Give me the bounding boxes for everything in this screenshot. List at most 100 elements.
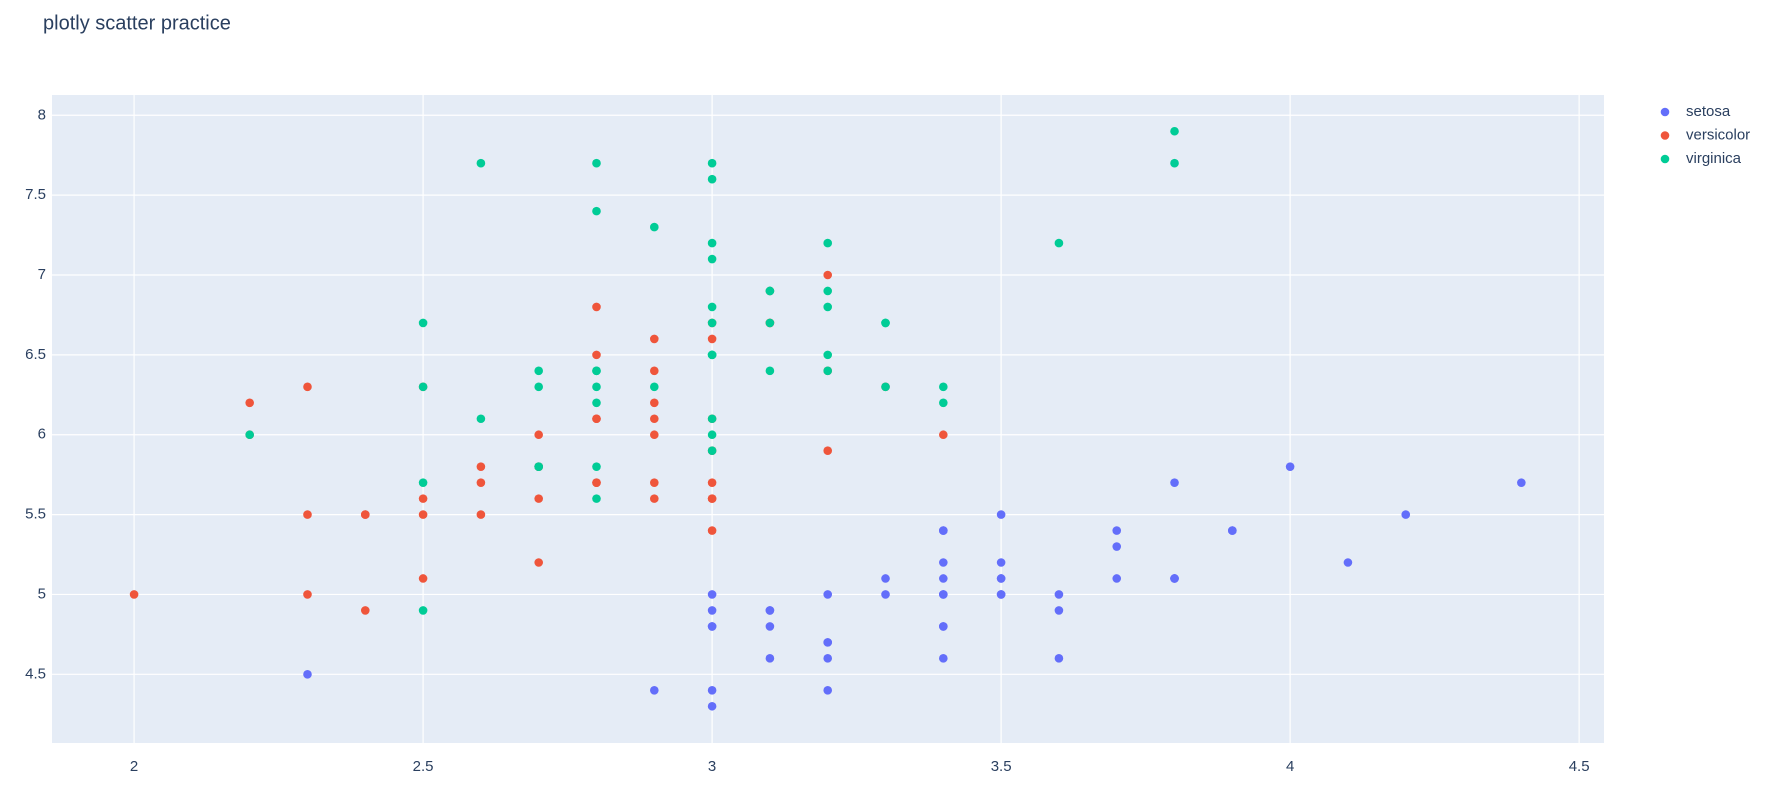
point: [360, 606, 370, 615]
point: [476, 158, 486, 168]
point: [765, 366, 775, 376]
point: [129, 590, 139, 599]
point: [765, 606, 775, 615]
legend-label: setosa: [1686, 103, 1731, 120]
point: [1170, 574, 1179, 583]
point: [418, 510, 428, 519]
point: [650, 382, 659, 392]
point: [823, 366, 833, 376]
point: [707, 685, 717, 695]
y-tick-label: 4.5: [25, 665, 46, 682]
point: [939, 382, 948, 392]
point: [1112, 574, 1122, 583]
point: [881, 382, 890, 392]
point: [592, 206, 601, 216]
legend-label: versicolor: [1686, 126, 1750, 143]
point: [823, 350, 833, 360]
point: [592, 414, 601, 424]
point: [881, 318, 890, 328]
point: [534, 558, 543, 567]
point: [707, 350, 717, 360]
point: [650, 478, 659, 487]
point: [1054, 590, 1064, 599]
point: [592, 462, 601, 471]
point: [1054, 606, 1064, 615]
point: [707, 430, 717, 440]
x-tick-label: 2.5: [413, 758, 434, 775]
y-tick-label: 7.5: [25, 186, 46, 203]
legend-label: virginica: [1686, 150, 1742, 167]
point: [534, 366, 543, 376]
point: [1170, 478, 1179, 487]
point: [707, 494, 717, 503]
x-tick-label: 4: [1286, 758, 1294, 775]
point: [1285, 462, 1295, 471]
point: [592, 494, 601, 503]
point: [707, 446, 717, 456]
point: [996, 574, 1006, 583]
point: [303, 382, 312, 392]
point: [534, 382, 543, 392]
x-tick-label: 3.5: [991, 758, 1012, 775]
x-tick-label: 3: [708, 758, 716, 775]
x-tick-label: 4.5: [1569, 758, 1590, 775]
point: [823, 238, 833, 248]
point: [823, 590, 833, 599]
point: [245, 398, 254, 408]
y-tick-label: 6.5: [25, 346, 46, 363]
point: [1170, 158, 1179, 168]
point: [418, 574, 428, 583]
point: [707, 318, 717, 328]
point: [1343, 558, 1353, 567]
point: [996, 590, 1006, 599]
point: [707, 334, 717, 344]
point: [1401, 510, 1411, 519]
point: [939, 574, 948, 583]
legend-marker: [1660, 154, 1670, 164]
point: [418, 606, 428, 615]
point: [707, 606, 717, 615]
point: [418, 494, 428, 503]
point: [823, 446, 833, 456]
point: [707, 526, 717, 535]
point: [939, 558, 948, 567]
point: [707, 701, 717, 711]
point: [707, 478, 717, 487]
chart-title: plotly scatter practice: [43, 12, 231, 34]
legend-marker: [1660, 131, 1670, 140]
point: [650, 334, 659, 344]
point: [765, 318, 775, 328]
point: [707, 254, 717, 264]
point: [707, 414, 717, 424]
point: [823, 685, 833, 695]
point: [1170, 126, 1179, 136]
point: [303, 510, 312, 519]
point: [592, 302, 601, 312]
point: [996, 510, 1006, 519]
point: [939, 398, 948, 408]
point: [592, 398, 601, 408]
point: [245, 430, 254, 440]
point: [592, 366, 601, 376]
x-tick-label: 2: [130, 758, 138, 775]
point: [939, 430, 948, 440]
point: [418, 382, 428, 392]
point: [823, 654, 833, 663]
plot-area: [52, 95, 1604, 743]
point: [650, 398, 659, 408]
point: [707, 302, 717, 312]
point: [1112, 542, 1122, 551]
point: [418, 318, 428, 328]
point: [939, 590, 948, 599]
point: [707, 174, 717, 184]
point: [650, 366, 659, 376]
point: [592, 478, 601, 487]
point: [996, 558, 1006, 567]
point: [765, 286, 775, 296]
point: [476, 510, 486, 519]
point: [650, 222, 659, 232]
y-tick-label: 5.5: [25, 506, 46, 523]
y-tick-label: 6: [38, 426, 46, 443]
point: [939, 622, 948, 631]
